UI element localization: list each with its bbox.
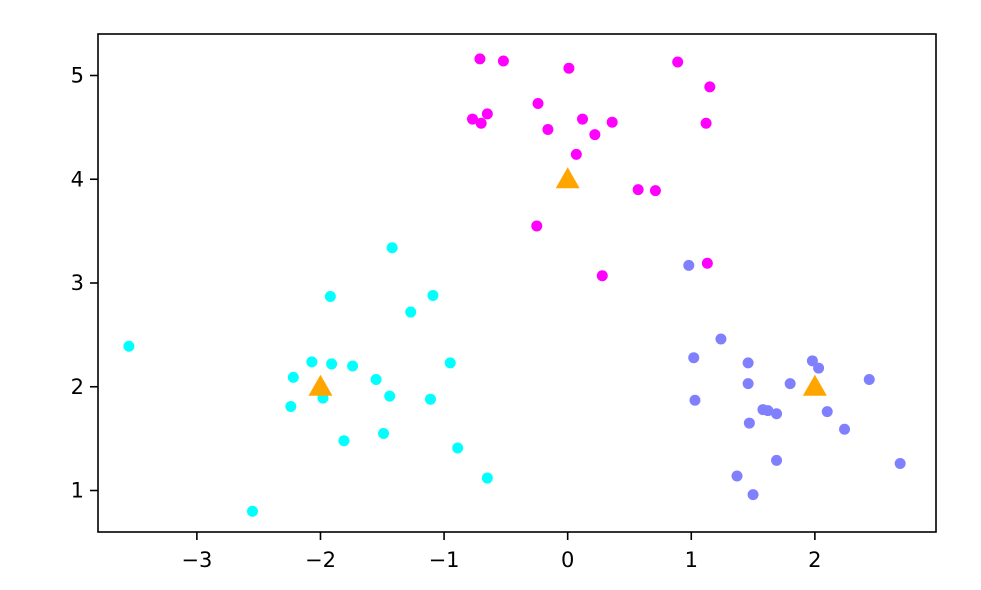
y-tick-label: 5 — [71, 64, 84, 88]
scatter-point — [338, 435, 350, 447]
scatter-point — [370, 373, 382, 385]
scatter-point — [806, 355, 818, 367]
scatter-point — [481, 472, 493, 484]
scatter-point — [821, 406, 833, 418]
scatter-point — [497, 55, 509, 67]
x-tick-label: 2 — [808, 548, 821, 572]
scatter-point — [689, 394, 701, 406]
scatter-point — [444, 357, 456, 369]
scatter-point — [386, 242, 398, 254]
scatter-point — [475, 117, 487, 129]
scatter-point — [531, 220, 543, 232]
scatter-point — [784, 378, 796, 390]
scatter-point — [683, 259, 695, 271]
scatter-point — [542, 123, 554, 135]
scatter-point — [481, 108, 493, 120]
scatter-point — [246, 505, 258, 517]
series-2 — [683, 259, 906, 501]
y-tick-label: 4 — [71, 167, 84, 191]
x-tick-label: −1 — [429, 548, 460, 572]
x-axis: −3 −2 −1 0 1 2 — [181, 532, 822, 572]
scatter-point — [813, 362, 825, 374]
scatter-point — [347, 360, 359, 372]
x-tick-label: 0 — [561, 548, 574, 572]
series-0 — [123, 242, 493, 517]
scatter-point — [452, 442, 464, 454]
scatter-point — [715, 333, 727, 345]
y-tick-label: 1 — [71, 479, 84, 503]
x-tick-label: −3 — [181, 548, 212, 572]
scatter-point — [742, 378, 754, 390]
scatter-point — [762, 405, 774, 417]
x-tick-label: 1 — [685, 548, 698, 572]
y-tick-label: 3 — [71, 271, 84, 295]
x-tick-label: −2 — [305, 548, 336, 572]
scatter-point — [384, 390, 396, 402]
scatter-point — [326, 358, 338, 370]
scatter-point — [894, 458, 906, 470]
scatter-point — [606, 116, 618, 128]
scatter-point — [649, 185, 661, 197]
triangle-marker — [802, 374, 827, 396]
scatter-point — [563, 62, 575, 74]
scatter-point — [424, 393, 436, 405]
scatter-point — [596, 270, 608, 282]
scatter-point — [378, 427, 390, 439]
scatter-point — [306, 356, 318, 368]
scatter-point — [771, 454, 783, 466]
scatter-point — [570, 148, 582, 160]
data-points — [123, 53, 906, 517]
scatter-point — [704, 81, 716, 93]
scatter-point — [747, 489, 759, 501]
scatter-point — [632, 184, 644, 196]
scatter-point — [742, 357, 754, 369]
scatter-point — [285, 400, 297, 412]
scatter-point — [701, 257, 713, 269]
scatter-point — [839, 423, 851, 435]
triangle-marker — [555, 167, 580, 189]
scatter-point — [863, 373, 875, 385]
scatter-point — [427, 289, 439, 301]
scatter-point — [577, 113, 589, 125]
scatter-point — [532, 98, 544, 110]
scatter-point — [672, 56, 684, 68]
scatter-point — [467, 113, 479, 125]
y-axis: 1 2 3 4 5 — [71, 64, 98, 503]
scatter-point — [700, 117, 712, 129]
scatter-point — [287, 371, 299, 383]
scatter-point — [589, 129, 601, 141]
scatter-point — [405, 306, 417, 318]
scatter-point — [474, 53, 486, 65]
scatter-point — [771, 408, 783, 420]
scatter-point — [731, 470, 743, 482]
y-tick-label: 2 — [71, 375, 84, 399]
scatter-point — [123, 340, 135, 352]
series-3 — [308, 167, 827, 396]
series-1 — [467, 53, 716, 282]
scatter-point — [324, 290, 336, 302]
triangle-marker — [308, 374, 333, 396]
scatter-point — [688, 352, 700, 364]
scatter-point — [743, 417, 755, 429]
